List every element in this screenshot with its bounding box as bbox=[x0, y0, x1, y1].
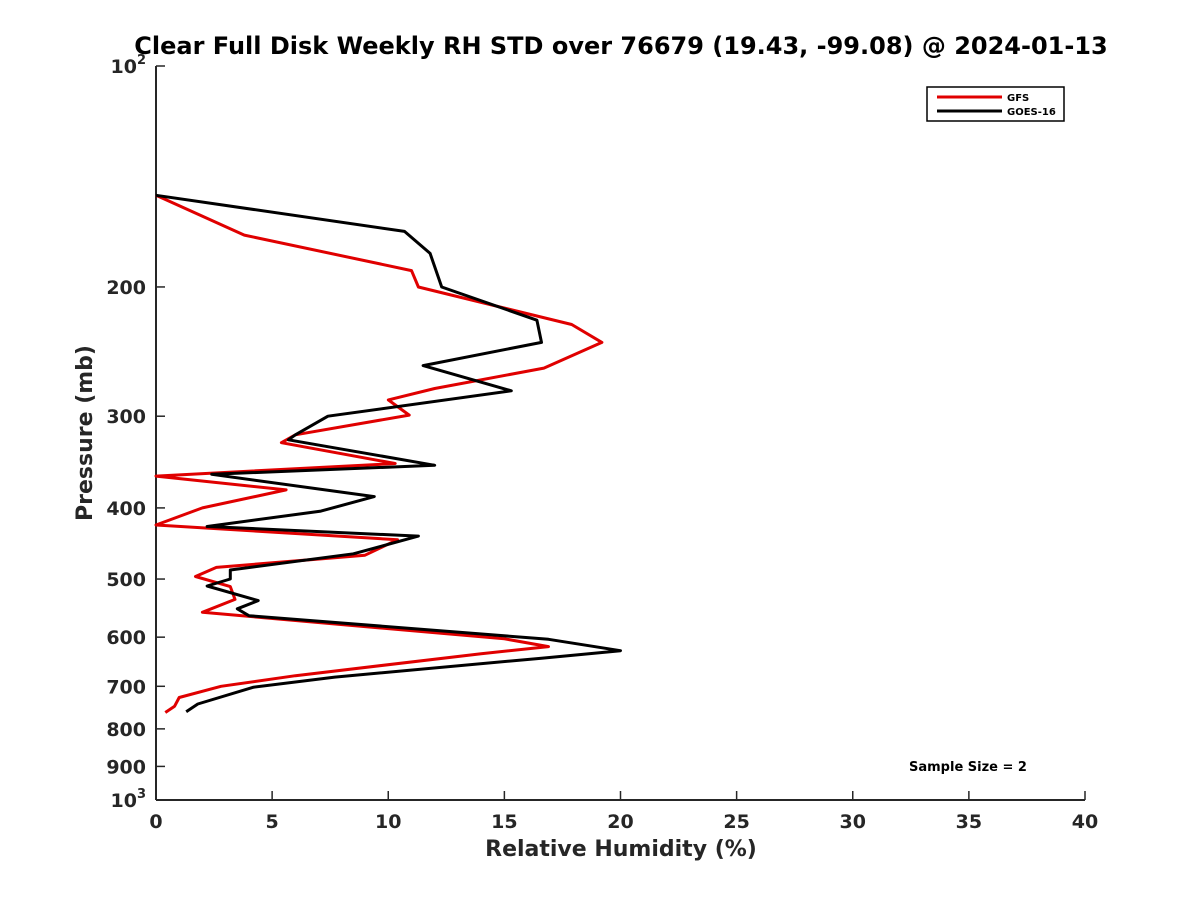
y-tick-label: 600 bbox=[106, 627, 146, 649]
y-tick-label: 300 bbox=[106, 406, 146, 428]
y-axis-label: Pressure (mb) bbox=[73, 345, 98, 521]
chart-title: Clear Full Disk Weekly RH STD over 76679… bbox=[134, 32, 1107, 60]
y-tick-label: 700 bbox=[106, 676, 146, 698]
x-tick-label: 20 bbox=[607, 811, 633, 833]
y-tick-label: 400 bbox=[106, 498, 146, 520]
y-tick-label: 500 bbox=[106, 569, 146, 591]
y-tick-label: 800 bbox=[106, 719, 146, 741]
x-tick-label: 30 bbox=[840, 811, 866, 833]
y-tick-label: 102 bbox=[111, 53, 147, 78]
y-tick-label-base: 10 bbox=[111, 56, 137, 78]
x-axis-label: Relative Humidity (%) bbox=[485, 837, 757, 862]
legend: GFS GOES-16 bbox=[926, 86, 1065, 122]
legend-label-gfs: GFS bbox=[1007, 93, 1029, 104]
y-tick-label-base: 10 bbox=[111, 790, 137, 812]
x-ticks: 0 5 10 15 20 25 30 35 40 bbox=[149, 791, 1098, 833]
legend-box bbox=[926, 86, 1065, 122]
y-tick-label: 200 bbox=[106, 277, 146, 299]
series-line-goes-16 bbox=[155, 193, 622, 713]
x-tick-label: 0 bbox=[149, 811, 162, 833]
x-tick-label: 15 bbox=[491, 811, 517, 833]
x-tick-label: 5 bbox=[266, 811, 279, 833]
series-line-gfs bbox=[154, 193, 604, 714]
y-tick-label: 900 bbox=[106, 756, 146, 778]
x-tick-label: 25 bbox=[723, 811, 749, 833]
sample-size-annotation: Sample Size = 2 bbox=[909, 760, 1027, 775]
legend-label-goes-16: GOES-16 bbox=[1007, 107, 1056, 118]
series-layer bbox=[154, 193, 622, 714]
y-tick-label: 103 bbox=[111, 787, 147, 812]
x-tick-label: 40 bbox=[1072, 811, 1098, 833]
y-tick-label-exponent: 3 bbox=[137, 787, 146, 802]
y-tick-label-exponent: 2 bbox=[137, 53, 146, 68]
x-tick-label: 10 bbox=[375, 811, 401, 833]
x-tick-label: 35 bbox=[956, 811, 982, 833]
